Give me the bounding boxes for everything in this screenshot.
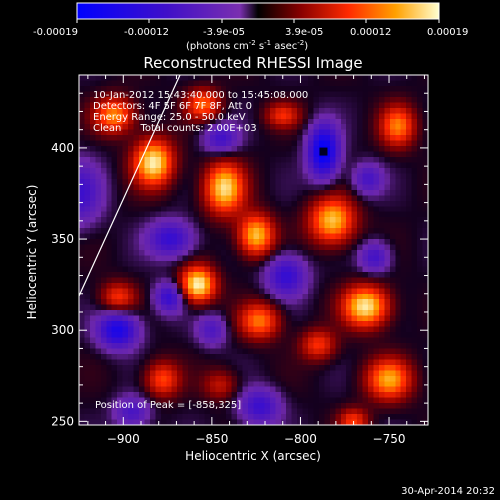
colorbar-tick-label: 0.00019 [427, 27, 468, 38]
y-tick-label: 250 [51, 414, 74, 428]
colorbar-tick-label: 3.9e-05 [285, 27, 323, 38]
y-axis-label: Heliocentric Y (arcsec) [25, 185, 39, 320]
y-axis-ticks: 250 300 350 400 [51, 74, 428, 428]
y-tick-label: 400 [51, 141, 74, 155]
x-tick-label: −900 [107, 432, 140, 446]
heatmap-image [79, 75, 428, 425]
plot-frame [78, 74, 429, 426]
x-axis-ticks: −900 −850 −800 −750 [87, 75, 425, 446]
peak-marker [319, 147, 328, 156]
colorbar-tick-label: -0.00019 [33, 27, 78, 38]
y-tick-label: 300 [51, 323, 74, 337]
time-range-annotation: 10-Jan-2012 15:43:40.000 to 15:45:08.000 [93, 90, 308, 101]
clean-counts-annotation: Clean Total counts: 2.00E+03 [93, 123, 257, 134]
x-tick-label: −750 [373, 432, 406, 446]
chart-title: Reconstructed RHESSI Image [143, 54, 362, 72]
energy-range-annotation: Energy Range: 25.0 - 50.0 keV [93, 112, 246, 123]
y-tick-label: 350 [51, 232, 74, 246]
colorbar [76, 2, 440, 20]
colorbar-tick-label: 0.00012 [350, 27, 391, 38]
colorbar-tick-label: -3.9e-05 [203, 27, 245, 38]
plot-timestamp: 30-Apr-2014 20:32 [401, 486, 495, 497]
x-tick-label: −850 [195, 432, 228, 446]
minimum-marker [319, 147, 328, 156]
detectors-annotation: Detectors: 4F 5F 6F 7F 8F, Att 0 [93, 101, 252, 112]
colorbar-ticks [76, 19, 440, 23]
x-tick-label: −800 [284, 432, 317, 446]
peak-position-label: Position of Peak = [-858,325] [95, 400, 241, 411]
solar-limb-line [79, 75, 181, 297]
x-axis-label: Heliocentric X (arcsec) [185, 449, 321, 463]
colorbar-unit-label: (photons cm-2 s-1 asec-2) [186, 39, 308, 52]
colorbar-tick-label: -0.00012 [124, 27, 169, 38]
